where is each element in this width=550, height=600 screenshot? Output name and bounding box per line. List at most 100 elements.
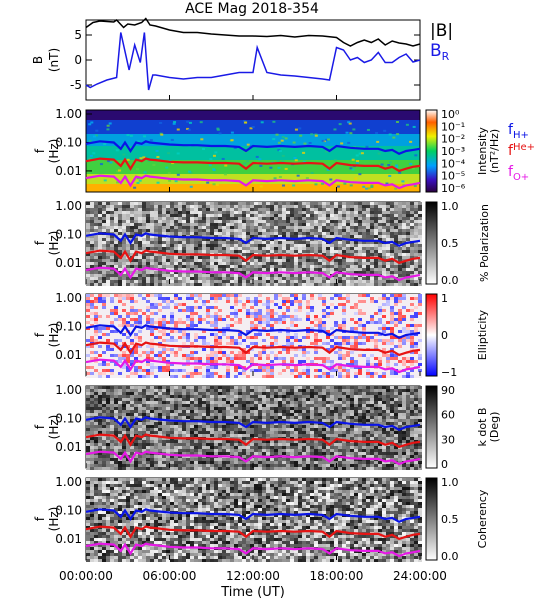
texture-cell <box>254 235 258 238</box>
data-layer <box>85 17 422 562</box>
texture-cell <box>330 259 334 262</box>
intensity-band-3 <box>86 146 420 160</box>
texture-cell <box>374 336 378 339</box>
texture-cell <box>118 247 122 250</box>
texture-cell <box>122 232 126 235</box>
texture-cell <box>198 277 202 280</box>
texture-cell <box>358 315 362 318</box>
texture-cell <box>162 330 166 333</box>
texture-cell <box>326 363 330 366</box>
texture-cell <box>254 333 258 336</box>
texture-cell <box>414 211 418 214</box>
texture-cell <box>398 312 402 315</box>
texture-cell <box>210 205 214 208</box>
texture-cell <box>130 303 134 306</box>
texture-cell <box>86 315 90 318</box>
texture-cell <box>410 330 414 333</box>
texture-cell <box>186 265 190 268</box>
texture-cell <box>342 327 346 330</box>
texture-cell <box>98 425 102 428</box>
texture-cell <box>310 360 314 363</box>
texture-cell <box>98 280 102 283</box>
texture-cell <box>110 306 114 309</box>
texture-cell <box>142 247 146 250</box>
texture-cell <box>294 321 298 324</box>
texture-cell <box>254 238 258 241</box>
texture-cell <box>114 202 118 205</box>
texture-cell <box>386 309 390 312</box>
texture-cell <box>290 342 294 345</box>
texture-cell <box>102 336 106 339</box>
texture-cell <box>190 208 194 211</box>
texture-cell <box>294 327 298 330</box>
texture-cell <box>266 369 270 372</box>
texture-cell <box>114 280 118 283</box>
texture-cell <box>342 277 346 280</box>
texture-cell <box>398 306 402 309</box>
texture-cell <box>322 250 326 253</box>
texture-cell <box>142 321 146 324</box>
texture-cell <box>102 259 106 262</box>
texture-cell <box>146 321 150 324</box>
texture-cell <box>162 253 166 256</box>
texture-cell <box>226 220 230 223</box>
texture-cell <box>94 283 98 286</box>
texture-cell <box>310 339 314 342</box>
texture-cell <box>206 232 210 235</box>
texture-cell <box>262 348 266 351</box>
texture-cell <box>322 336 326 339</box>
texture-cell <box>286 366 290 369</box>
texture-cell <box>302 357 306 360</box>
texture-cell <box>198 202 202 205</box>
texture-cell <box>354 324 358 327</box>
texture-cell <box>138 283 142 286</box>
texture-cell <box>262 244 266 247</box>
texture-cell <box>318 375 322 378</box>
texture-cell <box>222 300 226 303</box>
texture-cell <box>214 297 218 300</box>
texture-cell <box>106 321 110 324</box>
texture-cell <box>218 220 222 223</box>
texture-cell <box>242 205 246 208</box>
texture-cell <box>162 300 166 303</box>
texture-cell <box>238 232 242 235</box>
texture-cell <box>214 339 218 342</box>
texture-cell <box>150 259 154 262</box>
texture-cell <box>322 345 326 348</box>
texture-cell <box>346 297 350 300</box>
texture-cell <box>174 274 178 277</box>
texture-cell <box>206 318 210 321</box>
texture-cell <box>98 336 102 339</box>
texture-cell <box>338 256 342 259</box>
texture-cell <box>198 348 202 351</box>
texture-cell <box>230 336 234 339</box>
texture-cell <box>306 208 310 211</box>
texture-cell <box>366 321 370 324</box>
texture-cell <box>178 348 182 351</box>
texture-cell <box>166 232 170 235</box>
texture-cell <box>142 271 146 274</box>
texture-cell <box>230 202 234 205</box>
texture-cell <box>210 372 214 375</box>
texture-cell <box>246 229 250 232</box>
texture-cell <box>358 321 362 324</box>
texture-cell <box>390 336 394 339</box>
texture-cell <box>290 259 294 262</box>
texture-cell <box>314 229 318 232</box>
texture-cell <box>166 226 170 229</box>
texture-cell <box>86 443 90 446</box>
texture-cell <box>378 345 382 348</box>
texture-cell <box>102 202 106 205</box>
texture-cell <box>282 262 286 265</box>
texture-cell <box>146 333 150 336</box>
texture-cell <box>234 229 238 232</box>
texture-cell <box>222 223 226 226</box>
texture-cell <box>110 321 114 324</box>
texture-cell <box>206 339 210 342</box>
texture-cell <box>390 214 394 217</box>
texture-cell <box>378 339 382 342</box>
texture-cell <box>294 351 298 354</box>
texture-cell <box>394 348 398 351</box>
texture-cell <box>114 366 118 369</box>
texture-cell <box>310 214 314 217</box>
